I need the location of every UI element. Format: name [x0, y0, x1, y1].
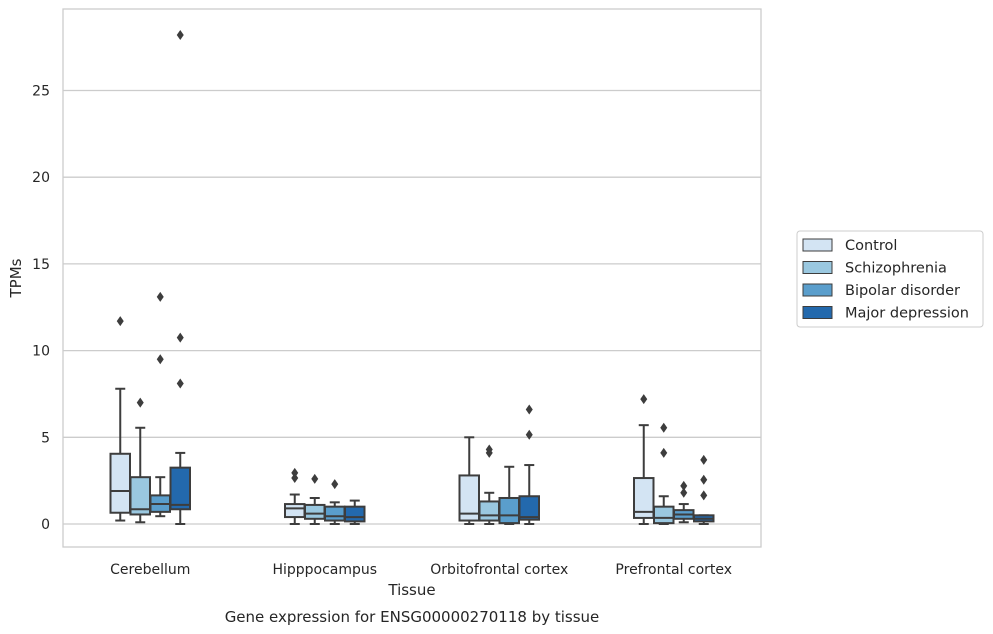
legend-label: Schizophrenia [845, 261, 947, 277]
y-tick-labels: 0 5 10 15 20 25 [32, 84, 50, 534]
x-tick-labels: Cerebellum Hipppocampus Orbitofrontal cort… [110, 562, 732, 578]
outlier-point [680, 487, 688, 498]
outlier-point [680, 480, 688, 491]
box-iqr [653, 505, 675, 525]
legend-label: Control [845, 238, 897, 254]
box-iqr [109, 452, 131, 514]
outlier-point [176, 332, 184, 343]
box-element [304, 473, 326, 525]
outlier-point [156, 291, 164, 302]
outlier-point [176, 30, 184, 41]
y-tick-label: 25 [32, 84, 50, 100]
box-iqr [633, 477, 655, 519]
category-group [633, 394, 715, 525]
box-iqr [324, 505, 346, 522]
legend: Control Schizophrenia Bipolar disorder Majo… [796, 230, 984, 328]
outlier-point [700, 490, 708, 501]
outlier-point [485, 444, 493, 455]
outlier-point [660, 422, 668, 433]
y-tick-label: 10 [32, 344, 50, 360]
box-element [518, 404, 540, 525]
category-group [109, 30, 191, 525]
box-element [169, 30, 191, 525]
legend-item: Bipolar disorder [802, 283, 960, 299]
box-element [478, 444, 500, 525]
legend-swatch [802, 238, 833, 252]
box-iqr [169, 466, 191, 511]
box-element [149, 291, 171, 518]
box-element [653, 422, 675, 525]
box-iqr [284, 503, 306, 519]
outlier-point [291, 473, 299, 484]
plot-frame [62, 8, 762, 548]
plot-background [63, 9, 761, 547]
x-axis-label: Tissue [387, 581, 435, 599]
category-group [458, 404, 540, 525]
box-element [109, 316, 131, 522]
outlier-point [660, 447, 668, 458]
x-tick-label: Cerebellum [110, 562, 190, 578]
legend-swatch [802, 283, 833, 297]
legend-label: Bipolar disorder [845, 283, 960, 299]
box-element [284, 467, 306, 525]
outlier-point [136, 397, 144, 408]
box-iqr [478, 500, 500, 522]
outlier-point [640, 394, 648, 405]
box-element [458, 436, 480, 525]
x-tick-label: Hipppocampus [272, 562, 377, 578]
outlier-point [700, 474, 708, 485]
legend-frame [796, 230, 984, 328]
y-tick-label: 20 [32, 170, 50, 186]
box-iqr [458, 474, 480, 522]
x-tick-label: Orbitofrontal cortex [430, 562, 568, 578]
box-groups [109, 30, 715, 525]
x-tick-label: Prefrontal cortex [615, 562, 732, 578]
legend-item: Major depression [802, 306, 969, 322]
box-element [344, 499, 366, 525]
category-group [284, 467, 366, 525]
outlier-point [176, 378, 184, 389]
legend-swatch [802, 306, 833, 319]
box-iqr [498, 496, 520, 525]
box-iqr [344, 505, 366, 523]
box-element [693, 454, 715, 525]
outlier-point [156, 354, 164, 365]
outlier-point [331, 479, 339, 490]
outlier-point [311, 473, 319, 484]
y-axis-label: TPMs [7, 258, 25, 298]
outlier-point [700, 454, 708, 465]
box-iqr [518, 495, 540, 521]
box-element [498, 465, 520, 525]
y-tick-label: 0 [41, 517, 50, 533]
box-iqr [304, 503, 326, 520]
outlier-point [291, 467, 299, 478]
legend-item: Schizophrenia [802, 261, 947, 277]
legend-item: Control [802, 238, 897, 254]
outlier-point [525, 404, 533, 415]
outlier-point [116, 316, 124, 327]
legend-label: Major depression [845, 306, 969, 322]
y-tick-label: 5 [41, 430, 50, 446]
legend-swatch [802, 261, 833, 274]
outlier-point [525, 429, 533, 440]
box-element [633, 394, 655, 525]
chart-title: Gene expression for ENSG00000270118 by t… [225, 608, 600, 626]
y-tick-label: 15 [32, 257, 50, 273]
